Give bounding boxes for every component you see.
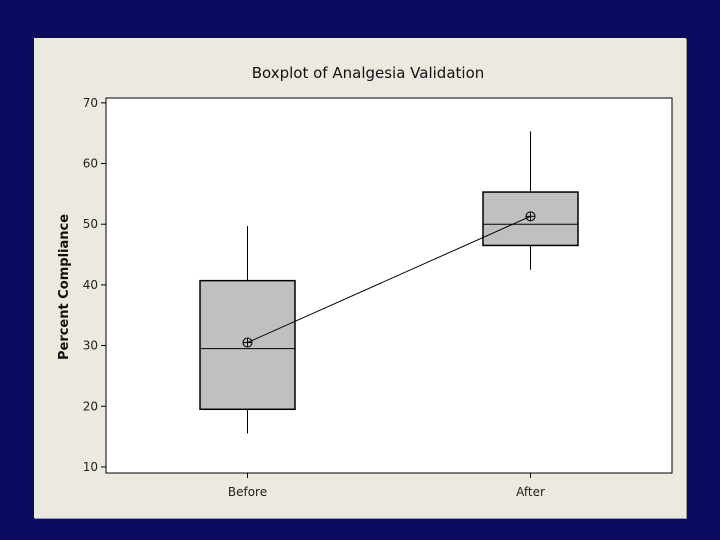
y-axis: 10 20 30 40 50 60 70	[83, 96, 106, 474]
y-tick-label: 60	[83, 157, 98, 171]
mean-group	[242, 211, 536, 348]
y-axis-label: Percent Compliance	[57, 214, 72, 360]
mean-connect-line	[247, 215, 531, 343]
plot-area	[105, 97, 673, 474]
chart-title: Boxplot of Analgesia Validation	[252, 64, 485, 82]
x-axis: Before After	[228, 473, 545, 499]
y-tick-label: 10	[83, 460, 98, 474]
x-tick-label: Before	[228, 485, 267, 499]
y-tick-label: 40	[83, 278, 98, 292]
chart-panel: Boxplot of Analgesia Validation Percent …	[34, 38, 686, 518]
x-tick-label: After	[516, 485, 545, 499]
boxplot-chart: Boxplot of Analgesia Validation Percent …	[57, 64, 673, 499]
y-tick-label: 20	[83, 399, 98, 413]
mean-marker-before	[242, 337, 253, 348]
y-tick-label: 70	[83, 96, 98, 110]
y-tick-label: 30	[83, 339, 98, 353]
y-tick-label: 50	[83, 217, 98, 231]
mean-marker-after	[525, 211, 536, 222]
